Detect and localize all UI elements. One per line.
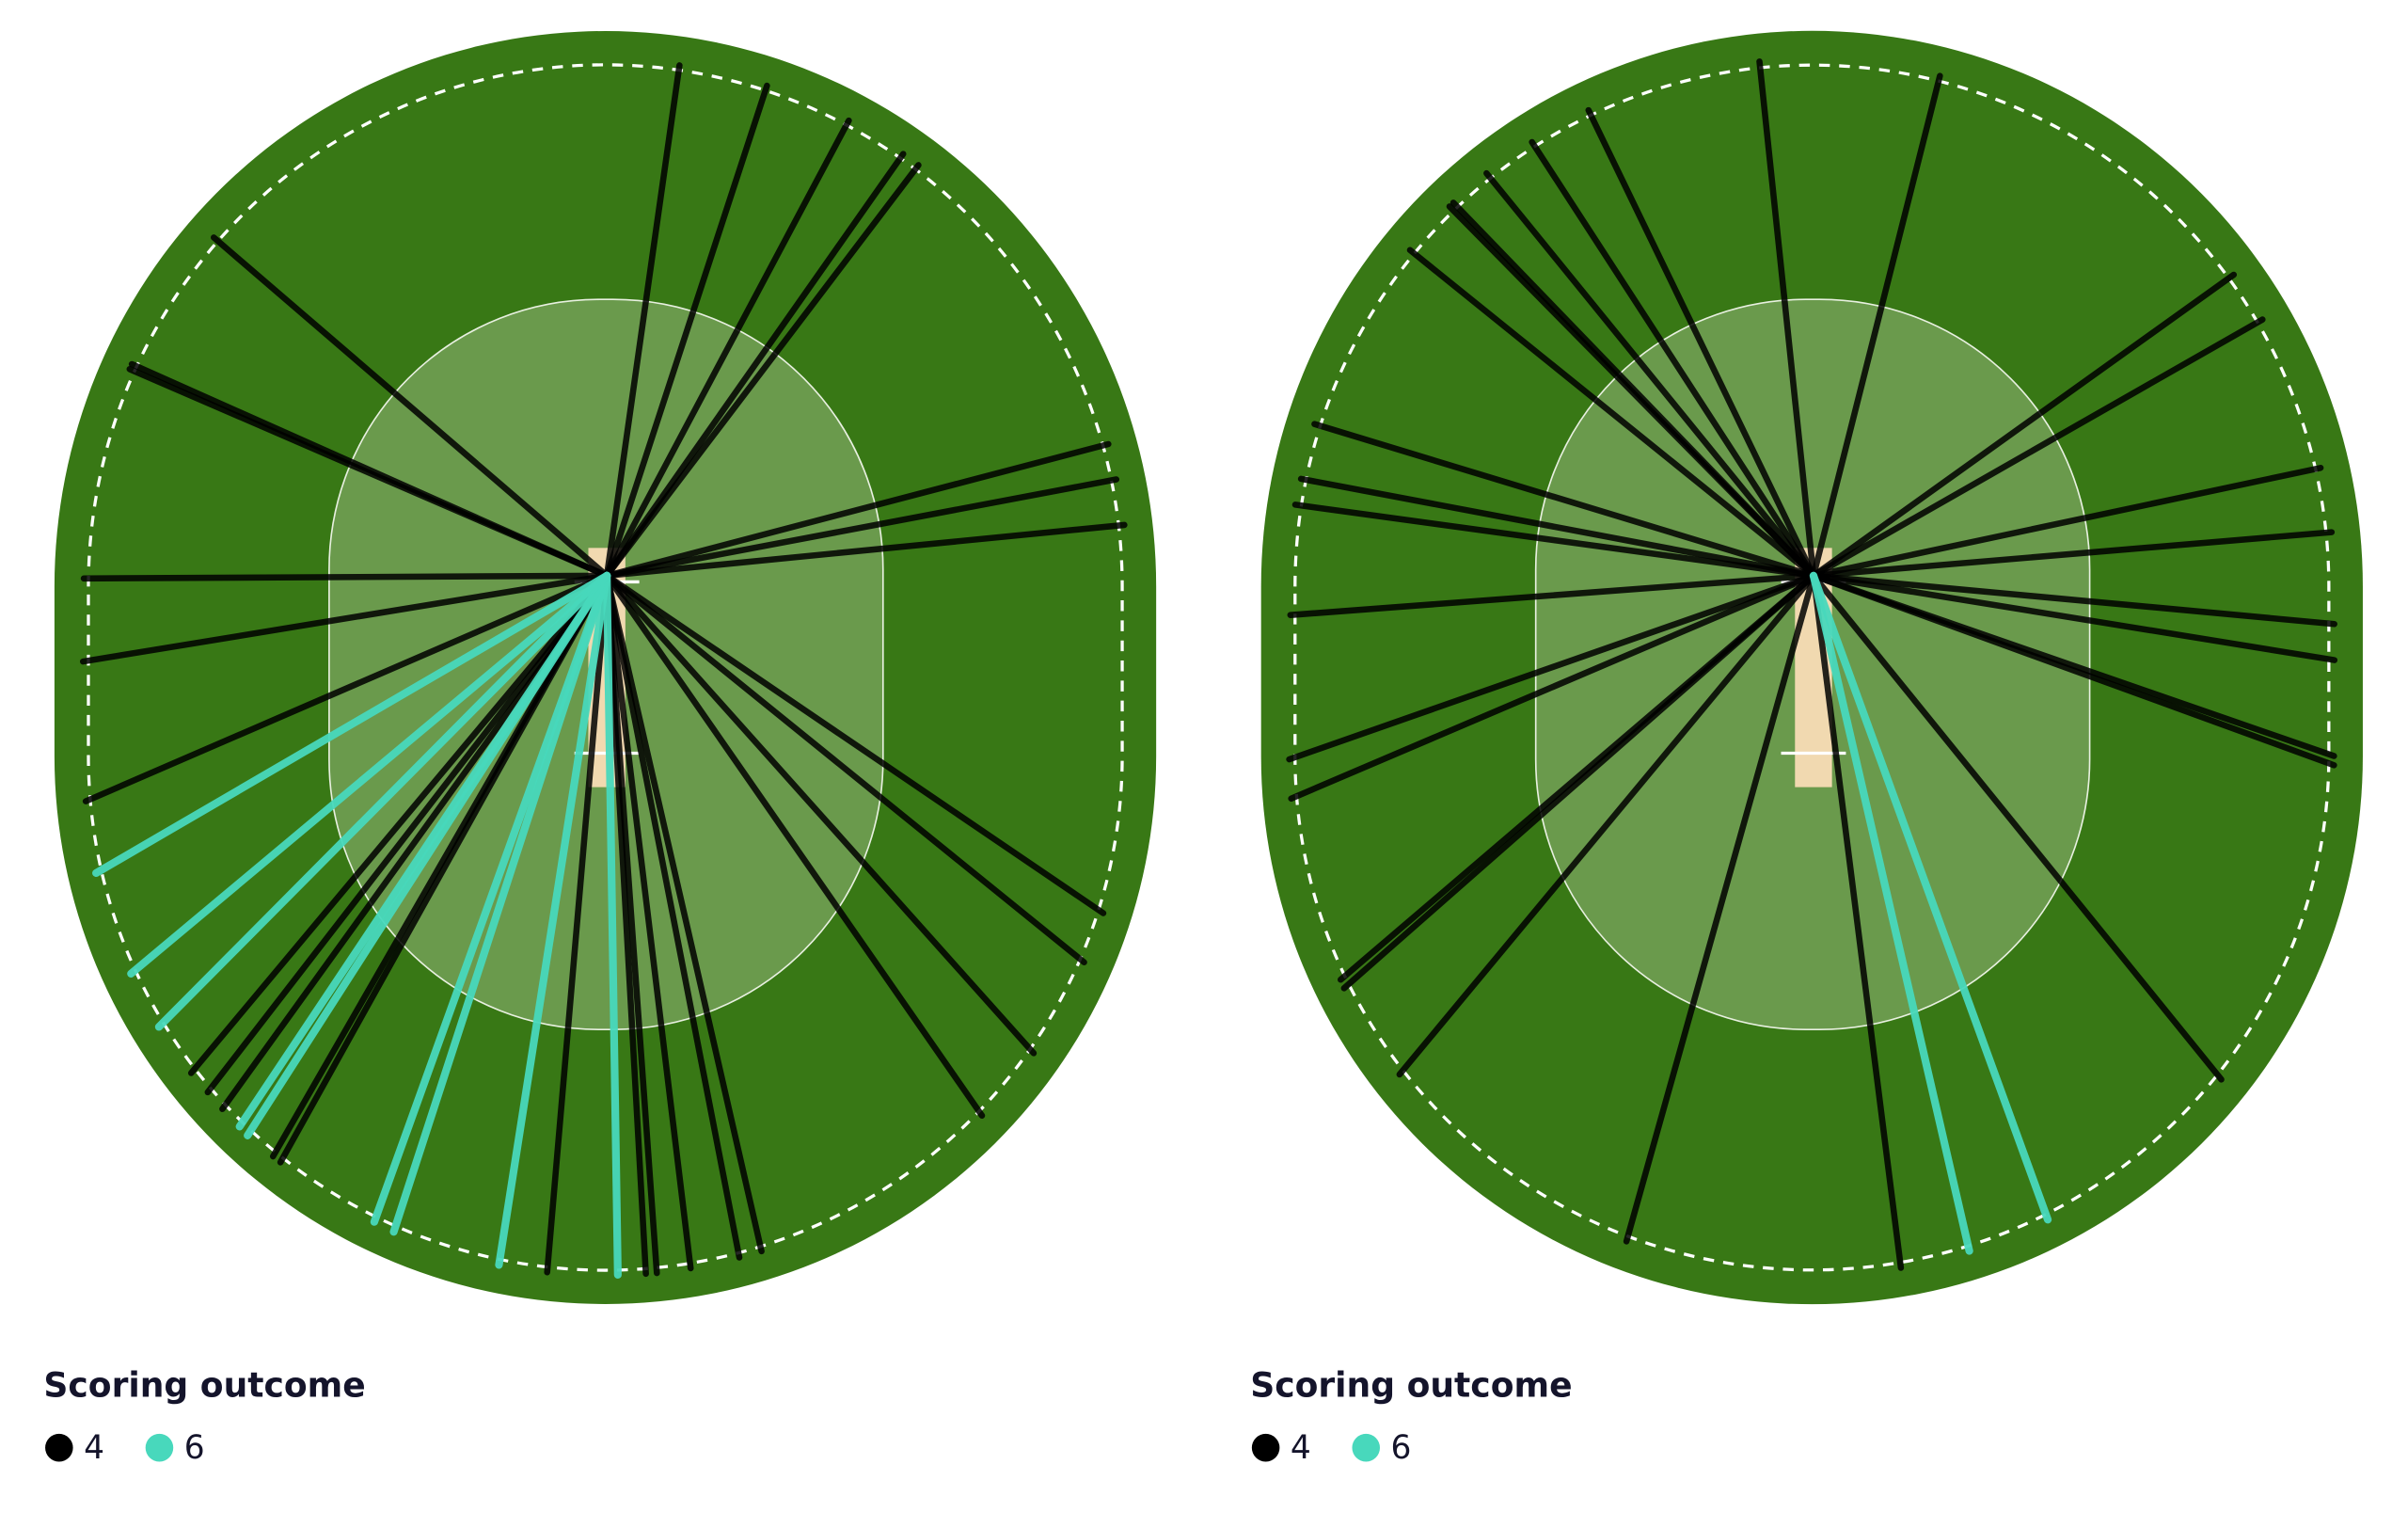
- shot-line: [1810, 572, 2225, 1083]
- shot-line: [127, 571, 611, 978]
- shot-line: [187, 572, 610, 1076]
- shot-line: [1287, 572, 1817, 618]
- shot-line: [1810, 271, 2238, 580]
- shot-line: [1810, 572, 2338, 663]
- shot-line: [603, 572, 986, 1119]
- shot-line: [211, 234, 610, 580]
- shot-line: [603, 572, 1038, 1057]
- shot-line: [1623, 572, 1817, 1245]
- shot-line: [1311, 421, 1817, 580]
- shot-line: [1585, 106, 1817, 580]
- shot-line: [1529, 138, 1817, 580]
- shot-line: [154, 571, 611, 1031]
- shot-line: [603, 62, 683, 580]
- shot-line: [1483, 169, 1817, 580]
- shot-line: [204, 572, 610, 1096]
- legend-label: 6: [184, 1429, 205, 1467]
- shot-line: [603, 572, 765, 1255]
- boundary-rope: [87, 63, 1124, 1272]
- shot-line: [269, 572, 610, 1160]
- shot-line: [1396, 572, 1817, 1078]
- shot-line: [1406, 247, 1817, 580]
- legend-swatch: [1251, 1433, 1280, 1462]
- shot-line: [603, 151, 907, 580]
- shot-line: [1809, 571, 1973, 1255]
- boundary-rope: [1293, 63, 2331, 1272]
- legend-label: 4: [84, 1429, 104, 1467]
- shot-line: [370, 571, 611, 1226]
- shot-line: [80, 572, 610, 582]
- shot-line: [603, 572, 694, 1272]
- shot-line: [603, 572, 743, 1261]
- legend-swatch: [1352, 1433, 1381, 1462]
- shot-line: [603, 82, 770, 580]
- legend-swatch: [45, 1433, 73, 1462]
- shot-line: [1810, 529, 2336, 580]
- shot-line: [603, 572, 649, 1278]
- shot-line: [603, 117, 852, 580]
- legend-label: 4: [1291, 1429, 1311, 1467]
- shot-line: [1810, 572, 1905, 1271]
- wagon-wheel: Scoring outcome 4 6: [1250, 30, 2363, 1467]
- legend-title: Scoring outcome: [43, 1366, 365, 1406]
- shot-line: [235, 571, 611, 1131]
- shot-line: [495, 571, 611, 1269]
- shot-line: [1291, 501, 1817, 580]
- shot-line: [1286, 572, 1817, 763]
- shot-line: [603, 572, 1107, 916]
- shot-line: [1756, 58, 1817, 580]
- shot-line: [219, 572, 610, 1112]
- shot-line: [92, 571, 611, 878]
- shot-line: [603, 521, 1128, 580]
- shot-line: [80, 572, 610, 665]
- shot-line: [1450, 199, 1817, 580]
- wagon-wheel: Scoring outcome 4 6: [43, 31, 1157, 1467]
- shot-line: [603, 572, 1087, 966]
- shot-line: [603, 162, 922, 580]
- shot-line: [544, 572, 610, 1276]
- shot-line: [1810, 572, 2337, 769]
- shot-line: [1810, 464, 2324, 580]
- shot-line: [1810, 72, 1943, 580]
- shot-line: [82, 572, 610, 804]
- shot-line: [1337, 572, 1817, 983]
- legend-swatch: [145, 1433, 174, 1462]
- shot-line: [1810, 316, 2266, 580]
- shot-line: [603, 476, 1120, 580]
- shot-line: [128, 360, 610, 580]
- shot-line: [1297, 475, 1817, 580]
- shot-line: [1288, 572, 1817, 802]
- legend-label: 6: [1390, 1429, 1411, 1467]
- shot-line: [603, 440, 1112, 580]
- shot-line: [1809, 571, 2052, 1224]
- shot-line: [603, 571, 622, 1279]
- shot-line: [1810, 572, 2337, 628]
- legend-title: Scoring outcome: [1250, 1366, 1572, 1406]
